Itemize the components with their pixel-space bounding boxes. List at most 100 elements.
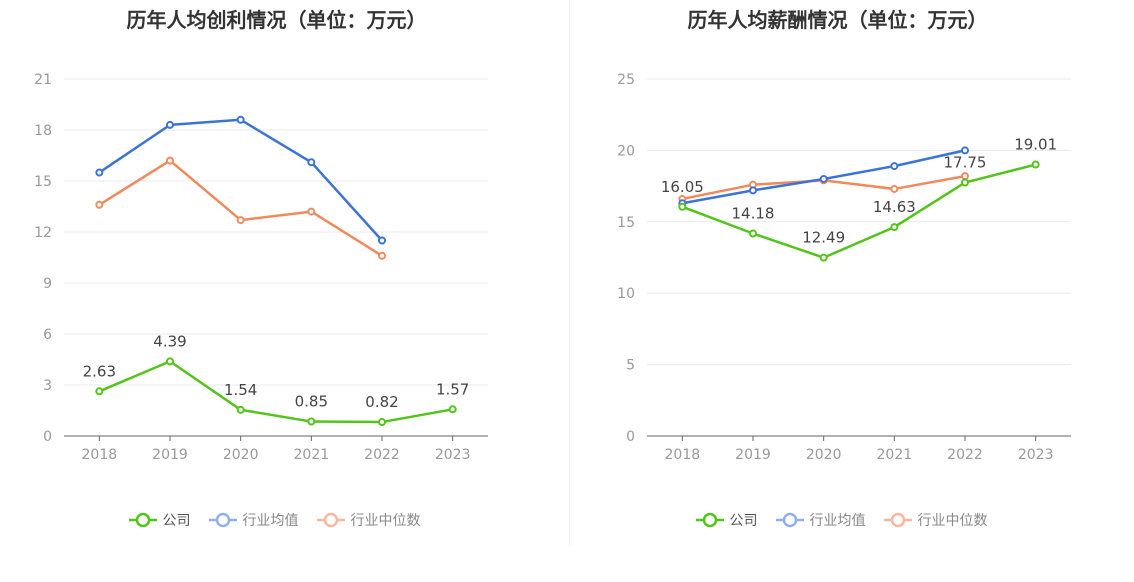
data-point-industry_avg[interactable] <box>819 174 828 183</box>
data-point-industry_median[interactable] <box>961 172 969 181</box>
data-point-industry_median[interactable] <box>166 156 174 165</box>
data-label: 14.18 <box>732 205 775 223</box>
x-tick-label: 2023 <box>435 447 471 463</box>
data-point-industry_median[interactable] <box>890 184 899 193</box>
legend-company-label: 公司 <box>162 513 191 529</box>
legend-company-swatch <box>695 512 724 528</box>
y-tick-label: 15 <box>34 174 52 190</box>
legend-company[interactable]: 公司 <box>127 510 191 530</box>
x-tick-label: 2019 <box>152 447 188 463</box>
data-point-company[interactable] <box>236 405 245 414</box>
data-point-company[interactable] <box>1031 160 1040 169</box>
profit-chart-panel: 历年人均创利情况（单位：万元） 0 3 6 9 12 15 18 21 2018 2019 2020… <box>0 8 557 530</box>
x-tick-label: 2022 <box>947 447 983 463</box>
salary-chart-svg: 0 5 10 15 20 25 2018 2019 2020 2021 2022 2023 16.05 1… <box>617 72 1071 463</box>
y-tick-label: 6 <box>43 327 52 343</box>
legend-company-swatch <box>128 512 157 528</box>
salary-chart-panel: 历年人均薪酬情况（单位：万元） 0 5 10 15 20 25 2018 2019 2020 20… <box>567 0 1134 582</box>
legend-marker <box>135 512 150 528</box>
panel-divider <box>569 0 570 545</box>
legend-industry-avg[interactable]: 行业均值 <box>774 510 866 530</box>
data-point-company[interactable] <box>678 202 687 211</box>
legend-industry-avg-swatch <box>775 512 804 528</box>
salary-chart-legend: 公司 行业均值 行业中位数 <box>557 510 1124 530</box>
data-label: 17.75 <box>944 154 987 172</box>
series-line-company <box>681 163 1036 259</box>
legend-industry-avg-label: 行业均值 <box>242 513 299 529</box>
y-tick-label: 3 <box>43 378 52 394</box>
data-point-company[interactable] <box>166 357 174 366</box>
y-tick-label: 5 <box>626 358 635 374</box>
data-point-industry_avg[interactable] <box>166 120 174 129</box>
series-line-industry_median <box>98 159 383 257</box>
data-point-industry_median[interactable] <box>95 200 104 209</box>
profit-chart-legend: 公司 行业均值 行业中位数 <box>0 510 557 530</box>
legend-industry-avg-label: 行业均值 <box>809 513 866 529</box>
data-label: 16.05 <box>661 178 704 196</box>
salary-chart-title: 历年人均薪酬情况（单位：万元） <box>687 8 988 32</box>
data-point-industry_avg[interactable] <box>378 236 386 245</box>
legend-marker <box>323 512 338 528</box>
data-point-company[interactable] <box>95 387 104 396</box>
x-tick-label: 2023 <box>1018 447 1054 463</box>
x-tick-label: 2022 <box>364 447 400 463</box>
legend-marker <box>702 512 717 528</box>
x-tick-label: 2018 <box>82 447 118 463</box>
y-tick-label: 20 <box>617 143 635 159</box>
legend-marker <box>782 512 797 528</box>
y-tick-label: 25 <box>617 72 635 88</box>
y-tick-label: 18 <box>34 123 52 139</box>
data-label: 14.63 <box>873 198 916 216</box>
data-label: 0.85 <box>295 393 328 411</box>
data-label: 1.57 <box>436 380 469 398</box>
y-tick-label: 21 <box>34 72 52 88</box>
data-point-industry_median[interactable] <box>307 207 316 216</box>
legend-marker <box>890 512 905 528</box>
y-tick-label: 12 <box>34 225 52 241</box>
data-label: 12.49 <box>802 229 845 247</box>
legend-company[interactable]: 公司 <box>694 510 758 530</box>
y-tick-label: 10 <box>617 286 635 302</box>
data-point-industry_avg[interactable] <box>961 146 969 155</box>
legend-company-label: 公司 <box>729 513 758 529</box>
legend-marker <box>215 512 230 528</box>
y-tick-label: 0 <box>626 429 635 445</box>
data-point-industry_avg[interactable] <box>236 115 245 124</box>
legend-industry-median-label: 行业中位数 <box>350 513 421 529</box>
x-tick-label: 2021 <box>877 447 913 463</box>
legend-industry-avg[interactable]: 行业均值 <box>207 510 299 530</box>
profit-chart-svg: 0 3 6 9 12 15 18 21 2018 2019 2020 2021 2022 2023 2.63… <box>34 72 488 463</box>
legend-industry-median-swatch <box>316 512 345 528</box>
data-label: 4.39 <box>153 332 186 350</box>
legend-industry-median-swatch <box>883 512 912 528</box>
data-label: 19.01 <box>1014 136 1057 154</box>
legend-industry-median[interactable]: 行业中位数 <box>315 510 421 530</box>
data-point-company[interactable] <box>307 417 316 426</box>
x-tick-label: 2019 <box>735 447 771 463</box>
data-label: 1.54 <box>224 381 257 399</box>
data-point-industry_avg[interactable] <box>307 158 316 167</box>
data-point-company[interactable] <box>961 178 969 187</box>
data-point-industry_avg[interactable] <box>890 162 899 171</box>
data-label: 0.82 <box>365 393 398 411</box>
profit-chart-title: 历年人均创利情况（单位：万元） <box>126 8 427 32</box>
series-line-company <box>98 360 453 424</box>
y-tick-label: 9 <box>43 276 52 292</box>
data-point-company[interactable] <box>749 229 757 238</box>
data-point-company[interactable] <box>890 223 899 232</box>
data-point-company[interactable] <box>819 253 828 262</box>
data-label: 2.63 <box>83 362 116 380</box>
y-tick-label: 15 <box>617 215 635 231</box>
x-tick-label: 2018 <box>665 447 701 463</box>
x-tick-label: 2021 <box>294 447 330 463</box>
data-point-industry_avg[interactable] <box>95 168 104 177</box>
y-tick-label: 0 <box>43 429 52 445</box>
legend-industry-median-label: 行业中位数 <box>917 513 988 529</box>
data-point-industry_avg[interactable] <box>749 186 757 195</box>
data-point-company[interactable] <box>448 405 457 414</box>
data-point-industry_median[interactable] <box>378 251 386 260</box>
data-point-industry_median[interactable] <box>236 216 245 225</box>
data-point-company[interactable] <box>378 418 386 427</box>
x-tick-label: 2020 <box>223 447 259 463</box>
legend-industry-median[interactable]: 行业中位数 <box>882 510 988 530</box>
